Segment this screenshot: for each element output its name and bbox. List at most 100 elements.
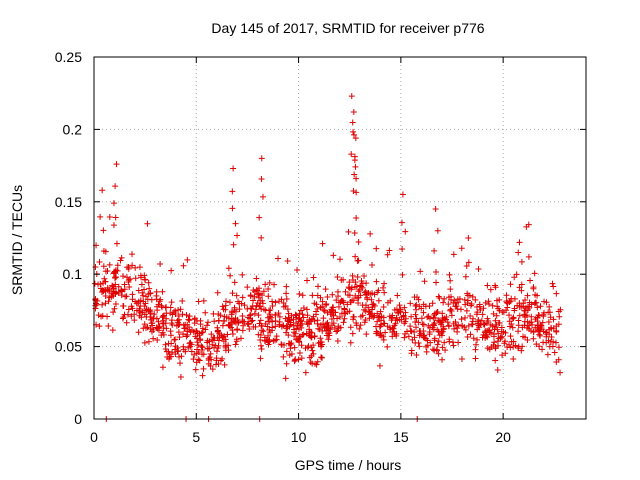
data-point: [447, 277, 454, 284]
data-point: [527, 327, 534, 334]
data-point: [109, 327, 116, 334]
data-point: [214, 324, 221, 331]
data-point: [238, 300, 245, 307]
data-point: [452, 300, 459, 307]
data-point: [146, 285, 153, 292]
data-point: [168, 340, 175, 347]
data-point: [499, 352, 506, 359]
data-point: [266, 307, 273, 314]
data-point: [334, 315, 341, 322]
data-point: [350, 316, 357, 323]
data-point: [380, 336, 387, 343]
data-point: [155, 318, 162, 325]
data-point: [178, 353, 185, 360]
data-point: [356, 286, 363, 293]
data-point: [131, 311, 138, 318]
data-point: [233, 292, 240, 299]
data-point: [351, 284, 358, 291]
data-point: [439, 317, 446, 324]
data-point: [333, 328, 340, 335]
data-point: [341, 310, 348, 317]
data-point: [506, 323, 513, 330]
data-point: [110, 222, 117, 229]
data-point: [490, 310, 497, 317]
data-point: [253, 286, 260, 293]
data-point: [432, 315, 439, 322]
data-point: [140, 325, 147, 332]
data-point: [159, 313, 166, 320]
data-point: [195, 349, 202, 356]
data-point: [381, 280, 388, 287]
data-point: [408, 313, 415, 320]
data-point: [321, 308, 328, 315]
data-point: [304, 344, 311, 351]
data-point: [450, 251, 457, 258]
data-point: [400, 313, 407, 320]
data-point: [211, 335, 218, 342]
data-point: [198, 343, 205, 350]
data-point: [344, 301, 351, 308]
data-point: [159, 364, 166, 371]
data-point: [513, 271, 520, 278]
data-point: [269, 324, 276, 331]
data-point: [353, 189, 360, 196]
data-point: [102, 268, 109, 275]
data-point: [125, 278, 132, 285]
data-point: [436, 332, 443, 339]
data-point: [516, 312, 523, 319]
data-point: [283, 283, 290, 290]
data-point: [232, 341, 239, 348]
data-point: [232, 319, 239, 326]
data-point: [416, 332, 423, 339]
data-point: [185, 324, 192, 331]
data-point: [219, 334, 226, 341]
data-point: [350, 109, 357, 116]
data-point: [160, 320, 167, 327]
data-point: [230, 241, 237, 248]
data-point: [357, 313, 364, 320]
data-point: [504, 344, 511, 351]
chart-title: Day 145 of 2017, SRMTID for receiver p77…: [211, 20, 484, 36]
data-point: [510, 314, 517, 321]
data-point: [310, 274, 317, 281]
data-point: [470, 315, 477, 322]
data-point: [348, 151, 355, 158]
data-point: [284, 258, 291, 265]
data-point: [352, 253, 359, 260]
data-point: [516, 284, 523, 291]
data-point: [457, 306, 464, 313]
data-point: [492, 317, 499, 324]
data-point: [464, 297, 471, 304]
data-point: [296, 290, 303, 297]
data-point: [120, 273, 127, 280]
data-point: [465, 235, 472, 241]
data-point: [433, 310, 440, 317]
data-point: [330, 312, 337, 319]
data-point: [334, 288, 341, 295]
data-point: [166, 351, 173, 358]
data-point: [92, 263, 99, 270]
data-point: [177, 373, 184, 380]
data-point: [368, 262, 375, 269]
data-point: [195, 342, 202, 349]
data-point: [330, 252, 337, 259]
data-point: [97, 285, 104, 292]
data-point: [456, 295, 463, 302]
data-point: [380, 320, 387, 327]
data-point: [132, 275, 139, 282]
data-point: [144, 220, 151, 227]
data-point: [118, 254, 125, 261]
data-point: [423, 343, 430, 350]
data-point: [298, 342, 305, 349]
data-point: [298, 324, 305, 331]
data-point: [480, 305, 487, 312]
data-point: [291, 344, 298, 351]
data-point: [162, 341, 169, 348]
data-point: [296, 339, 303, 346]
data-point: [401, 304, 408, 311]
data-point: [306, 321, 313, 328]
data-point: [340, 319, 347, 326]
data-point: [135, 299, 142, 306]
data-point: [255, 312, 262, 319]
data-point: [472, 355, 479, 362]
